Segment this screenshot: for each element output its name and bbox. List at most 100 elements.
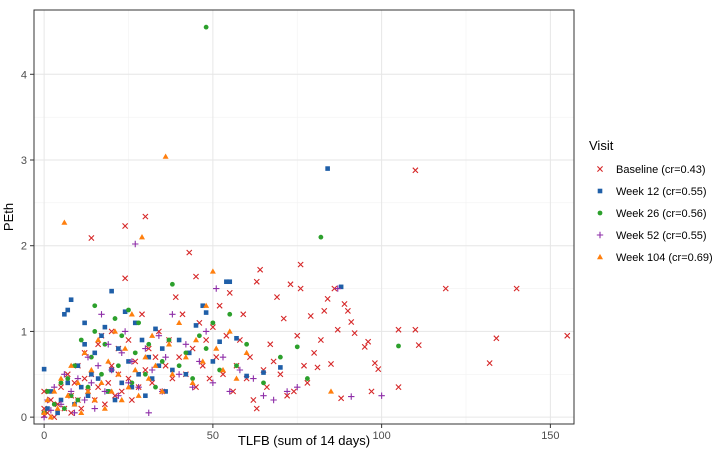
- data-point: [126, 307, 131, 313]
- data-point: [159, 388, 166, 394]
- data-point: [170, 367, 175, 373]
- data-point: [139, 311, 145, 318]
- data-point: [486, 360, 493, 367]
- data-point: [112, 328, 118, 334]
- data-point: [112, 397, 118, 403]
- data-point: [166, 341, 172, 347]
- data-point: [132, 358, 139, 365]
- data-point: [119, 333, 125, 339]
- data-point: [149, 379, 156, 386]
- data-point: [88, 235, 95, 241]
- data-point: [142, 371, 148, 377]
- data-point: [301, 362, 307, 369]
- data-point: [61, 371, 68, 378]
- data-point: [210, 320, 216, 326]
- data-point: [142, 345, 149, 352]
- data-point: [206, 375, 213, 382]
- data-point: [338, 395, 345, 402]
- data-point: [118, 349, 125, 357]
- data-point: [294, 383, 301, 391]
- data-point: [67, 388, 75, 395]
- data-point: [270, 358, 277, 365]
- data-point: [95, 376, 101, 381]
- data-point: [145, 409, 152, 417]
- data-point: [244, 341, 250, 347]
- data-point: [321, 307, 328, 314]
- data-point: [169, 281, 175, 287]
- data-point: [128, 397, 135, 403]
- data-point: [101, 401, 108, 408]
- data-point: [318, 234, 324, 240]
- data-point: [105, 358, 112, 364]
- data-point: [189, 345, 196, 352]
- data-point: [226, 289, 233, 296]
- data-point: [156, 363, 162, 369]
- data-point: [129, 384, 135, 390]
- data-point: [186, 350, 192, 356]
- data-point: [193, 336, 199, 343]
- data-point: [412, 167, 419, 174]
- data-point: [314, 364, 321, 371]
- data-point: [344, 307, 351, 314]
- data-point: [294, 344, 300, 350]
- data-point: [199, 362, 206, 369]
- data-point: [68, 362, 75, 368]
- data-point: [196, 333, 202, 339]
- legend-label: Week 26 (cr=0.56): [616, 208, 707, 220]
- data-point: [297, 261, 304, 268]
- data-point: [493, 335, 500, 342]
- data-point: [172, 294, 179, 301]
- data-point: [244, 373, 249, 379]
- data-point: [261, 380, 266, 386]
- data-point: [129, 380, 135, 386]
- data-point: [68, 297, 74, 303]
- data-point: [118, 396, 125, 403]
- data-point: [82, 320, 87, 326]
- y-tick-label: 3: [21, 155, 27, 167]
- data-point: [88, 379, 95, 387]
- data-point: [348, 319, 355, 325]
- data-point: [250, 397, 257, 403]
- data-point: [45, 406, 50, 411]
- data-point: [193, 384, 199, 391]
- data-point: [146, 341, 152, 347]
- data-point: [81, 375, 88, 382]
- data-point: [216, 302, 223, 309]
- data-point: [371, 360, 378, 367]
- data-point: [155, 332, 163, 339]
- data-point: [351, 330, 358, 337]
- data-point: [81, 349, 88, 356]
- data-point: [253, 405, 260, 412]
- legend-label: Baseline (cr=0.43): [616, 164, 706, 176]
- legend-key: [597, 188, 603, 194]
- data-point: [223, 332, 230, 339]
- data-point: [284, 392, 291, 399]
- data-point: [169, 311, 176, 318]
- series-4: [40, 240, 385, 421]
- data-point: [227, 311, 233, 317]
- data-point: [193, 273, 199, 280]
- data-point: [101, 405, 108, 411]
- data-point: [85, 384, 91, 390]
- data-point: [143, 393, 148, 399]
- data-point: [220, 371, 226, 378]
- data-point: [78, 384, 84, 390]
- data-point: [328, 361, 334, 367]
- x-tick-label: 50: [207, 430, 219, 442]
- data-point: [159, 346, 165, 351]
- data-point: [203, 337, 210, 343]
- data-point: [219, 353, 227, 361]
- data-point: [217, 339, 222, 345]
- data-point: [55, 410, 60, 416]
- data-point: [331, 285, 338, 292]
- data-point: [108, 362, 115, 369]
- gridlines: [34, 10, 574, 424]
- data-point: [334, 285, 341, 292]
- data-point: [290, 388, 297, 395]
- data-point: [102, 324, 108, 330]
- data-point: [395, 326, 402, 333]
- data-point: [234, 363, 239, 369]
- data-point: [122, 345, 129, 351]
- legend-key: [597, 253, 603, 260]
- data-point: [58, 384, 64, 391]
